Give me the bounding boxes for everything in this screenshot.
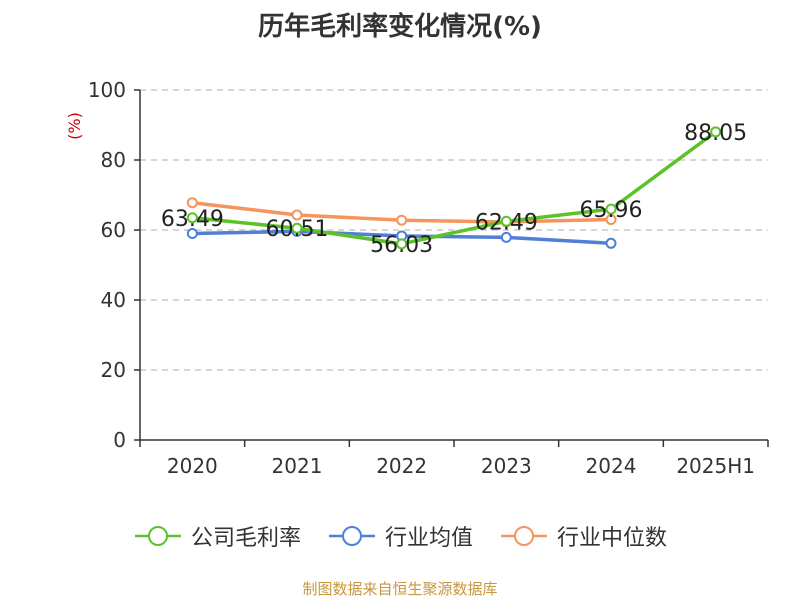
data-label: 60.51	[266, 217, 329, 242]
x-tick-label: 2025H1	[676, 454, 755, 478]
data-label: 65.96	[580, 198, 643, 223]
data-point	[186, 228, 198, 239]
data-point	[710, 126, 722, 138]
legend-label: 行业中位数	[557, 526, 668, 551]
y-tick-label: 40	[101, 288, 126, 312]
x-tick-label: 2022	[376, 454, 427, 478]
series-line	[190, 130, 718, 246]
data-label: 88.05	[684, 121, 747, 146]
data-point	[186, 212, 198, 224]
legend-item[interactable]: 公司毛利率	[133, 520, 301, 552]
y-tick-label: 80	[101, 148, 126, 172]
x-tick-label: 2021	[272, 454, 323, 478]
x-tick-label: 2020	[167, 454, 218, 478]
x-tick-label: 2024	[586, 454, 637, 478]
y-tick-label: 100	[88, 78, 126, 102]
y-tick-label: 60	[101, 218, 126, 242]
data-point	[605, 214, 617, 225]
data-point	[500, 215, 512, 227]
data-label: 62.49	[475, 210, 538, 235]
data-point	[396, 238, 408, 250]
chart-title: 历年毛利率变化情况(%)	[258, 12, 542, 42]
legend-swatch-icon	[327, 524, 377, 548]
legend-label: 行业均值	[384, 526, 473, 551]
legend-swatch-icon	[499, 524, 549, 548]
legend-item[interactable]: 行业中位数	[499, 520, 667, 552]
data-label: 63.49	[161, 207, 224, 232]
data-point	[186, 197, 198, 209]
data-label: 56.03	[370, 233, 433, 258]
legend-label: 公司毛利率	[190, 526, 301, 551]
legend: 公司毛利率 行业均值 行业中位数	[0, 520, 800, 552]
legend-swatch-icon	[133, 524, 183, 548]
data-point	[291, 209, 303, 221]
source-note: 制图数据来自恒生聚源数据库	[302, 580, 498, 598]
data-point	[291, 222, 303, 234]
y-axis-label: (%)	[65, 112, 84, 140]
data-point	[605, 203, 617, 215]
data-point	[396, 214, 408, 226]
data-point	[500, 231, 512, 243]
y-tick-label: 0	[113, 428, 126, 452]
data-point	[605, 237, 617, 249]
x-tick-label: 2023	[481, 454, 532, 478]
legend-item[interactable]: 行业均值	[327, 520, 473, 552]
y-tick-label: 20	[101, 358, 126, 382]
